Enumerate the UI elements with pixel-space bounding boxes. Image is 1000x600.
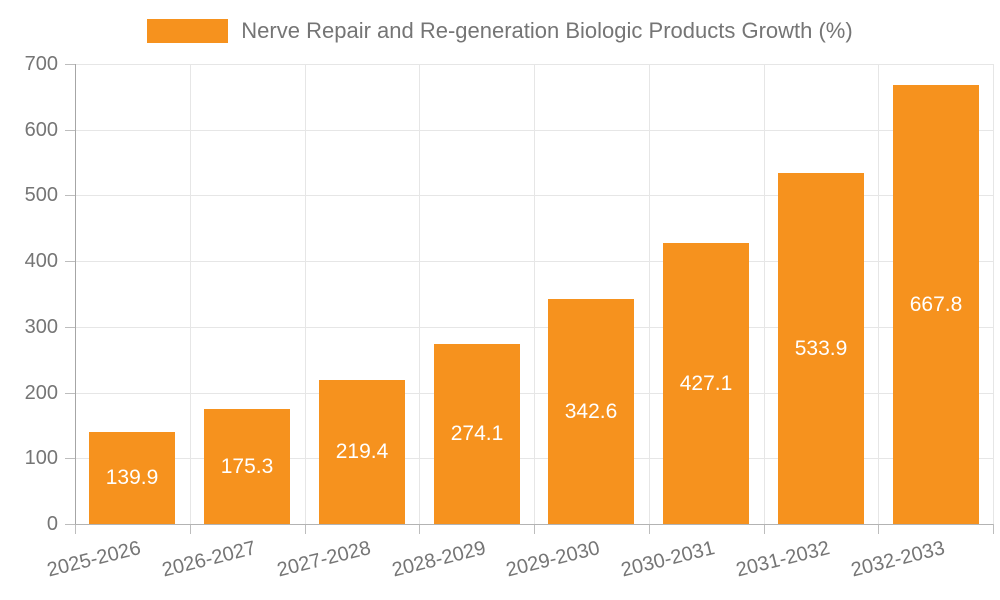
- bar[interactable]: 175.3: [204, 409, 290, 524]
- y-tick-label: 300: [24, 316, 58, 338]
- y-tick-mark: [65, 130, 75, 131]
- bar[interactable]: 139.9: [89, 432, 175, 524]
- x-gridline: [190, 64, 191, 524]
- y-tick-mark: [65, 261, 75, 262]
- x-tick-mark: [305, 524, 306, 534]
- x-tick-mark: [419, 524, 420, 534]
- legend-label: Nerve Repair and Re-generation Biologic …: [241, 18, 853, 43]
- x-axis-line: [75, 524, 993, 525]
- y-tick-mark: [65, 64, 75, 65]
- y-tick-label: 500: [24, 184, 58, 206]
- x-gridline: [534, 64, 535, 524]
- bar[interactable]: 342.6: [548, 299, 634, 524]
- x-tick-label: 2028-2029: [390, 537, 489, 582]
- bar[interactable]: 274.1: [434, 344, 520, 524]
- y-tick-label: 600: [24, 119, 58, 141]
- x-tick-mark: [993, 524, 994, 534]
- bar[interactable]: 219.4: [319, 380, 405, 524]
- x-tick-label: 2025-2026: [45, 537, 144, 582]
- y-tick-label: 200: [24, 382, 58, 404]
- bar-value-label: 342.6: [564, 399, 618, 423]
- bar-value-label: 427.1: [679, 371, 733, 395]
- x-gridline: [305, 64, 306, 524]
- bar-value-label: 219.4: [335, 440, 389, 463]
- x-tick-mark: [190, 524, 191, 534]
- x-tick-label: 2030-2031: [619, 537, 718, 582]
- y-tick-mark: [65, 393, 75, 394]
- bar-value-label: 139.9: [105, 466, 159, 489]
- x-tick-mark: [764, 524, 765, 534]
- bar[interactable]: 667.8: [893, 85, 979, 524]
- y-tick-mark: [65, 458, 75, 459]
- y-tick-mark: [65, 195, 75, 196]
- x-tick-mark: [878, 524, 879, 534]
- bar[interactable]: 533.9: [778, 173, 864, 524]
- y-tick-mark: [65, 524, 75, 525]
- x-gridline: [419, 64, 420, 524]
- bar-value-label: 175.3: [220, 454, 274, 478]
- x-gridline: [878, 64, 879, 524]
- x-tick-label: 2029-2030: [504, 537, 603, 582]
- y-axis-line: [75, 64, 76, 524]
- x-tick-label: 2026-2027: [160, 537, 259, 582]
- y-tick-label: 100: [24, 447, 58, 469]
- legend-swatch: [147, 19, 229, 43]
- bar[interactable]: 427.1: [663, 243, 749, 524]
- x-tick-label: 2027-2028: [275, 537, 374, 582]
- y-tick-label: 700: [24, 53, 58, 75]
- bar-value-label: 533.9: [794, 336, 848, 360]
- x-tick-mark: [649, 524, 650, 534]
- x-gridline: [764, 64, 765, 524]
- x-tick-label: 2031-2032: [734, 537, 833, 582]
- x-tick-mark: [75, 524, 76, 534]
- legend-item[interactable]: Nerve Repair and Re-generation Biologic …: [0, 18, 1000, 44]
- x-tick-mark: [534, 524, 535, 534]
- y-tick-label: 400: [24, 250, 58, 272]
- x-gridline: [993, 64, 994, 524]
- y-tick-mark: [65, 327, 75, 328]
- bar-value-label: 667.8: [909, 292, 963, 316]
- y-tick-label: 0: [46, 513, 58, 535]
- bar-value-label: 274.1: [450, 422, 504, 445]
- x-gridline: [649, 64, 650, 524]
- x-tick-label: 2032-2033: [849, 537, 948, 582]
